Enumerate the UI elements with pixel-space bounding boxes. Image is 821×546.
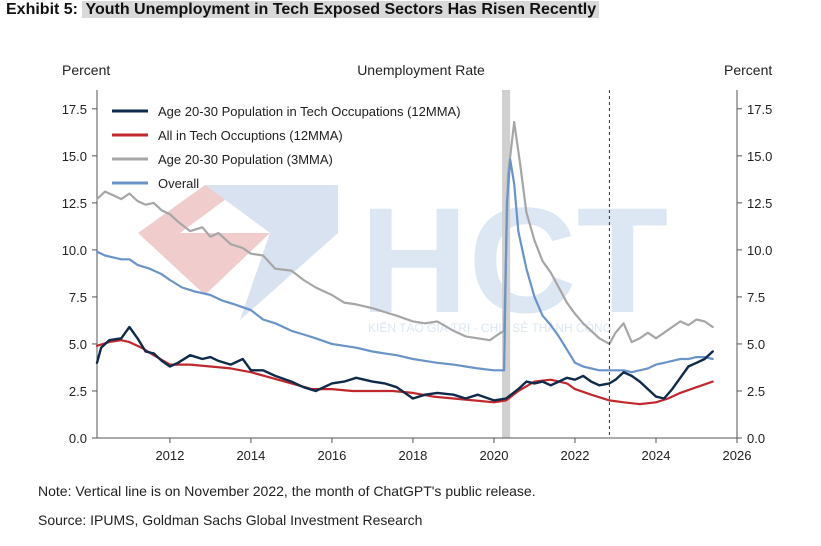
y-tick-label-left: 0.0	[69, 431, 87, 446]
x-tick-label: 2016	[317, 448, 346, 463]
x-tick-label: 2024	[642, 448, 671, 463]
legend-label-overall: Overall	[158, 176, 199, 191]
chart-source: Source: IPUMS, Goldman Sachs Global Inve…	[38, 512, 423, 528]
x-tick-label: 2012	[155, 448, 184, 463]
right-axis-title: Percent	[724, 62, 772, 78]
y-tick-label-right: 15.0	[747, 149, 772, 164]
x-tick-label: 2014	[236, 448, 265, 463]
y-tick-label-left: 17.5	[62, 102, 87, 117]
y-tick-label-left: 12.5	[62, 196, 87, 211]
y-tick-label-left: 5.0	[69, 337, 87, 352]
exhibit-title: Exhibit 5: Youth Unemployment in Tech Ex…	[6, 0, 600, 20]
y-tick-label-right: 7.5	[747, 290, 765, 305]
left-axis-title: Percent	[62, 62, 110, 78]
series-line-overall	[95, 158, 714, 374]
exhibit-label: Exhibit 5:	[6, 1, 79, 18]
y-tick-label-right: 12.5	[747, 196, 772, 211]
chart-title: Unemployment Rate	[357, 62, 485, 78]
watermark-diamond-bottom-left	[138, 233, 270, 295]
legend-label-tech-youth: Age 20-30 Population in Tech Occupations…	[158, 104, 461, 119]
x-tick-label: 2020	[480, 448, 509, 463]
legend-label-youth-population: Age 20-30 Population (3MMA)	[158, 152, 333, 167]
watermark-diamond-top	[205, 185, 338, 233]
watermark-diamond-bottom-right	[240, 185, 338, 320]
watermark-diamond-left	[138, 185, 245, 233]
watermark-tagline: KIẾN TẠO GIÁ TRỊ - CHIA SẺ THÀNH CÔNG	[368, 320, 612, 335]
series-line-all-tech	[95, 339, 714, 406]
y-tick-label-right: 0.0	[747, 431, 765, 446]
y-tick-label-left: 15.0	[62, 149, 87, 164]
legend-label-all-tech: All in Tech Occuptions (12MMA)	[158, 128, 343, 143]
exhibit-title-text: Youth Unemployment in Tech Exposed Secto…	[82, 1, 600, 18]
y-tick-label-left: 2.5	[69, 384, 87, 399]
chart-note: Note: Vertical line is on November 2022,…	[38, 483, 536, 499]
y-tick-label-right: 17.5	[747, 102, 772, 117]
x-tick-label: 2018	[398, 448, 427, 463]
x-tick-label: 2026	[723, 448, 752, 463]
series-line-youth-population	[95, 120, 714, 345]
watermark-logo-text: HCT	[360, 176, 668, 344]
y-tick-label-right: 5.0	[747, 337, 765, 352]
y-tick-label-left: 10.0	[62, 243, 87, 258]
y-tick-label-right: 2.5	[747, 384, 765, 399]
legend: Age 20-30 Population in Tech Occupations…	[112, 104, 461, 191]
y-tick-label-right: 10.0	[747, 243, 772, 258]
series-line-tech-youth	[95, 325, 714, 402]
x-tick-label: 2022	[561, 448, 590, 463]
y-tick-label-left: 7.5	[69, 290, 87, 305]
